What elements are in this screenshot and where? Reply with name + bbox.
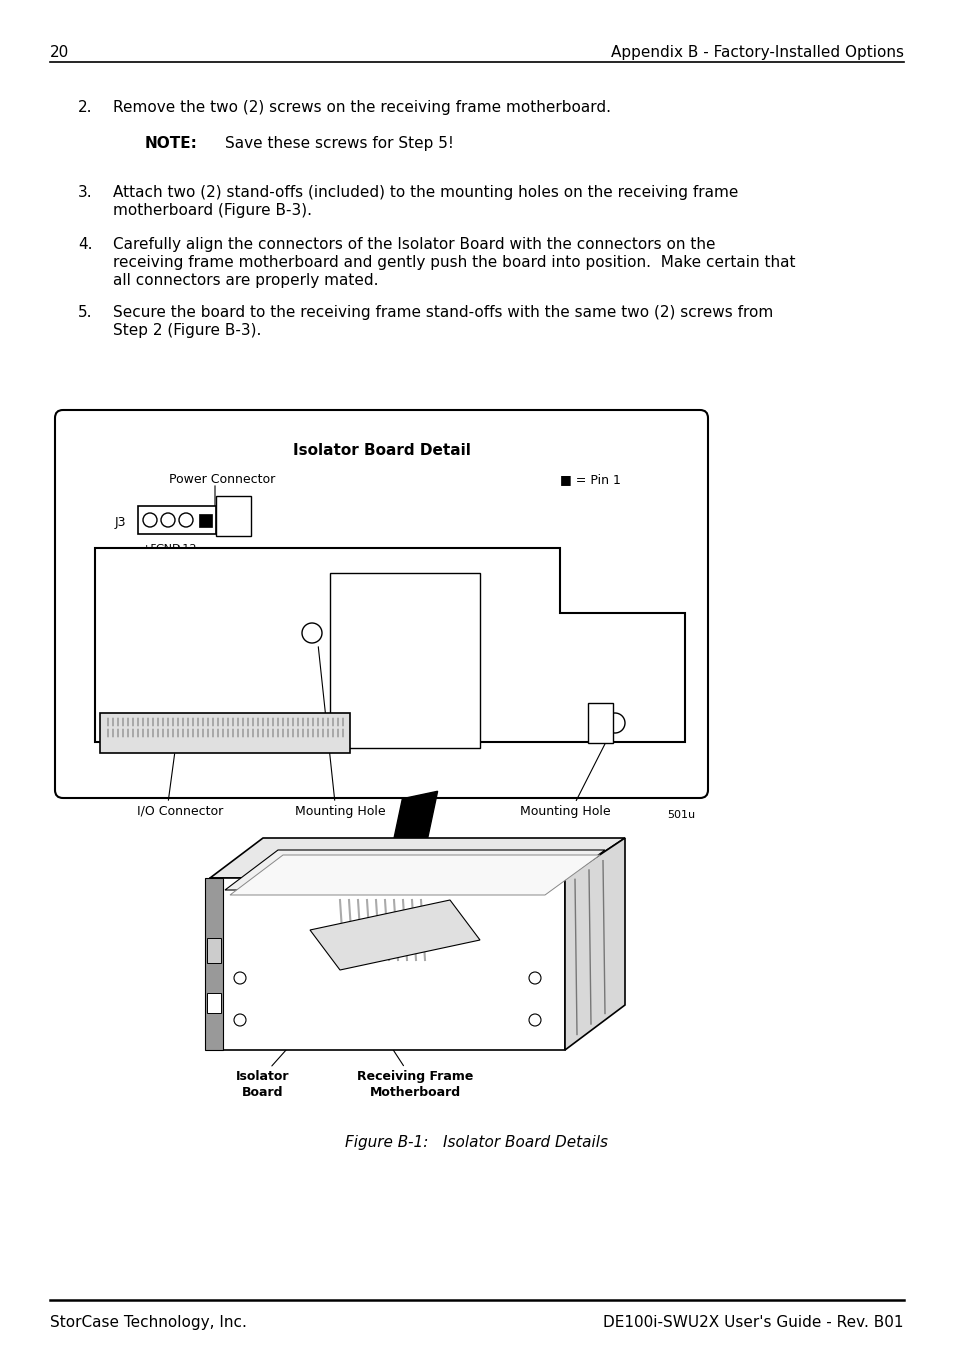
Text: 3.: 3.: [78, 185, 92, 200]
Text: receiving frame motherboard and gently push the board into position.  Make certa: receiving frame motherboard and gently p…: [112, 255, 795, 270]
Circle shape: [302, 623, 322, 643]
Bar: [199, 513, 212, 527]
Bar: [215, 496, 251, 537]
Bar: [207, 938, 221, 962]
Bar: [100, 713, 350, 753]
Text: Save these screws for Step 5!: Save these screws for Step 5!: [225, 136, 454, 151]
Text: Isolator Board Detail: Isolator Board Detail: [293, 444, 470, 459]
Text: Carefully align the connectors of the Isolator Board with the connectors on the: Carefully align the connectors of the Is…: [112, 237, 715, 252]
Text: Motherboard: Motherboard: [369, 1086, 460, 1099]
Text: ■ = Pin 1: ■ = Pin 1: [559, 474, 620, 486]
Text: Attach two (2) stand-offs (included) to the mounting holes on the receiving fram: Attach two (2) stand-offs (included) to …: [112, 185, 738, 200]
Text: all connectors are properly mated.: all connectors are properly mated.: [112, 272, 378, 287]
Text: Figure B-1:   Isolator Board Details: Figure B-1: Isolator Board Details: [345, 1135, 608, 1150]
Bar: [207, 993, 221, 1013]
Text: Receiving Frame: Receiving Frame: [356, 1071, 473, 1083]
Text: +12: +12: [174, 543, 197, 554]
Text: +5: +5: [142, 543, 158, 554]
Text: Mounting Hole: Mounting Hole: [294, 805, 385, 819]
Text: DE100i-SWU2X User's Guide - Rev. B01: DE100i-SWU2X User's Guide - Rev. B01: [603, 1316, 903, 1331]
Text: Power Connector: Power Connector: [169, 474, 274, 486]
Polygon shape: [230, 856, 599, 895]
Text: motherboard (Figure B-3).: motherboard (Figure B-3).: [112, 203, 312, 218]
Circle shape: [233, 1014, 246, 1025]
Text: Isolator: Isolator: [236, 1071, 290, 1083]
Circle shape: [233, 972, 246, 984]
Circle shape: [604, 713, 624, 732]
Text: 20: 20: [50, 45, 70, 60]
Circle shape: [529, 972, 540, 984]
Bar: [138, 507, 215, 534]
Text: J3: J3: [115, 516, 127, 528]
Text: Remove the two (2) screws on the receiving frame motherboard.: Remove the two (2) screws on the receivi…: [112, 100, 610, 115]
Text: NOTE:: NOTE:: [145, 136, 197, 151]
Polygon shape: [225, 850, 604, 890]
Text: 2.: 2.: [78, 100, 92, 115]
Polygon shape: [95, 548, 684, 742]
Polygon shape: [210, 838, 624, 878]
Text: 5.: 5.: [78, 305, 92, 320]
FancyBboxPatch shape: [55, 409, 707, 798]
Polygon shape: [350, 953, 419, 995]
Polygon shape: [210, 878, 564, 1050]
Bar: [205, 878, 223, 1050]
Text: Mounting Hole: Mounting Hole: [519, 805, 610, 819]
Text: StorCase Technology, Inc.: StorCase Technology, Inc.: [50, 1316, 247, 1331]
Text: 4.: 4.: [78, 237, 92, 252]
Polygon shape: [564, 838, 624, 1050]
Text: Appendix B - Factory-Installed Options: Appendix B - Factory-Installed Options: [610, 45, 903, 60]
Text: Board: Board: [242, 1086, 283, 1099]
Circle shape: [143, 513, 157, 527]
Polygon shape: [367, 791, 437, 964]
Polygon shape: [310, 899, 479, 971]
Bar: [330, 574, 479, 747]
Text: I/O Connector: I/O Connector: [137, 805, 223, 819]
Text: GND: GND: [155, 543, 180, 554]
Text: Step 2 (Figure B-3).: Step 2 (Figure B-3).: [112, 323, 261, 338]
Circle shape: [529, 1014, 540, 1025]
Text: Secure the board to the receiving frame stand-offs with the same two (2) screws : Secure the board to the receiving frame …: [112, 305, 773, 320]
Circle shape: [179, 513, 193, 527]
Text: 501u: 501u: [666, 810, 695, 820]
Circle shape: [161, 513, 174, 527]
Bar: [587, 704, 613, 743]
